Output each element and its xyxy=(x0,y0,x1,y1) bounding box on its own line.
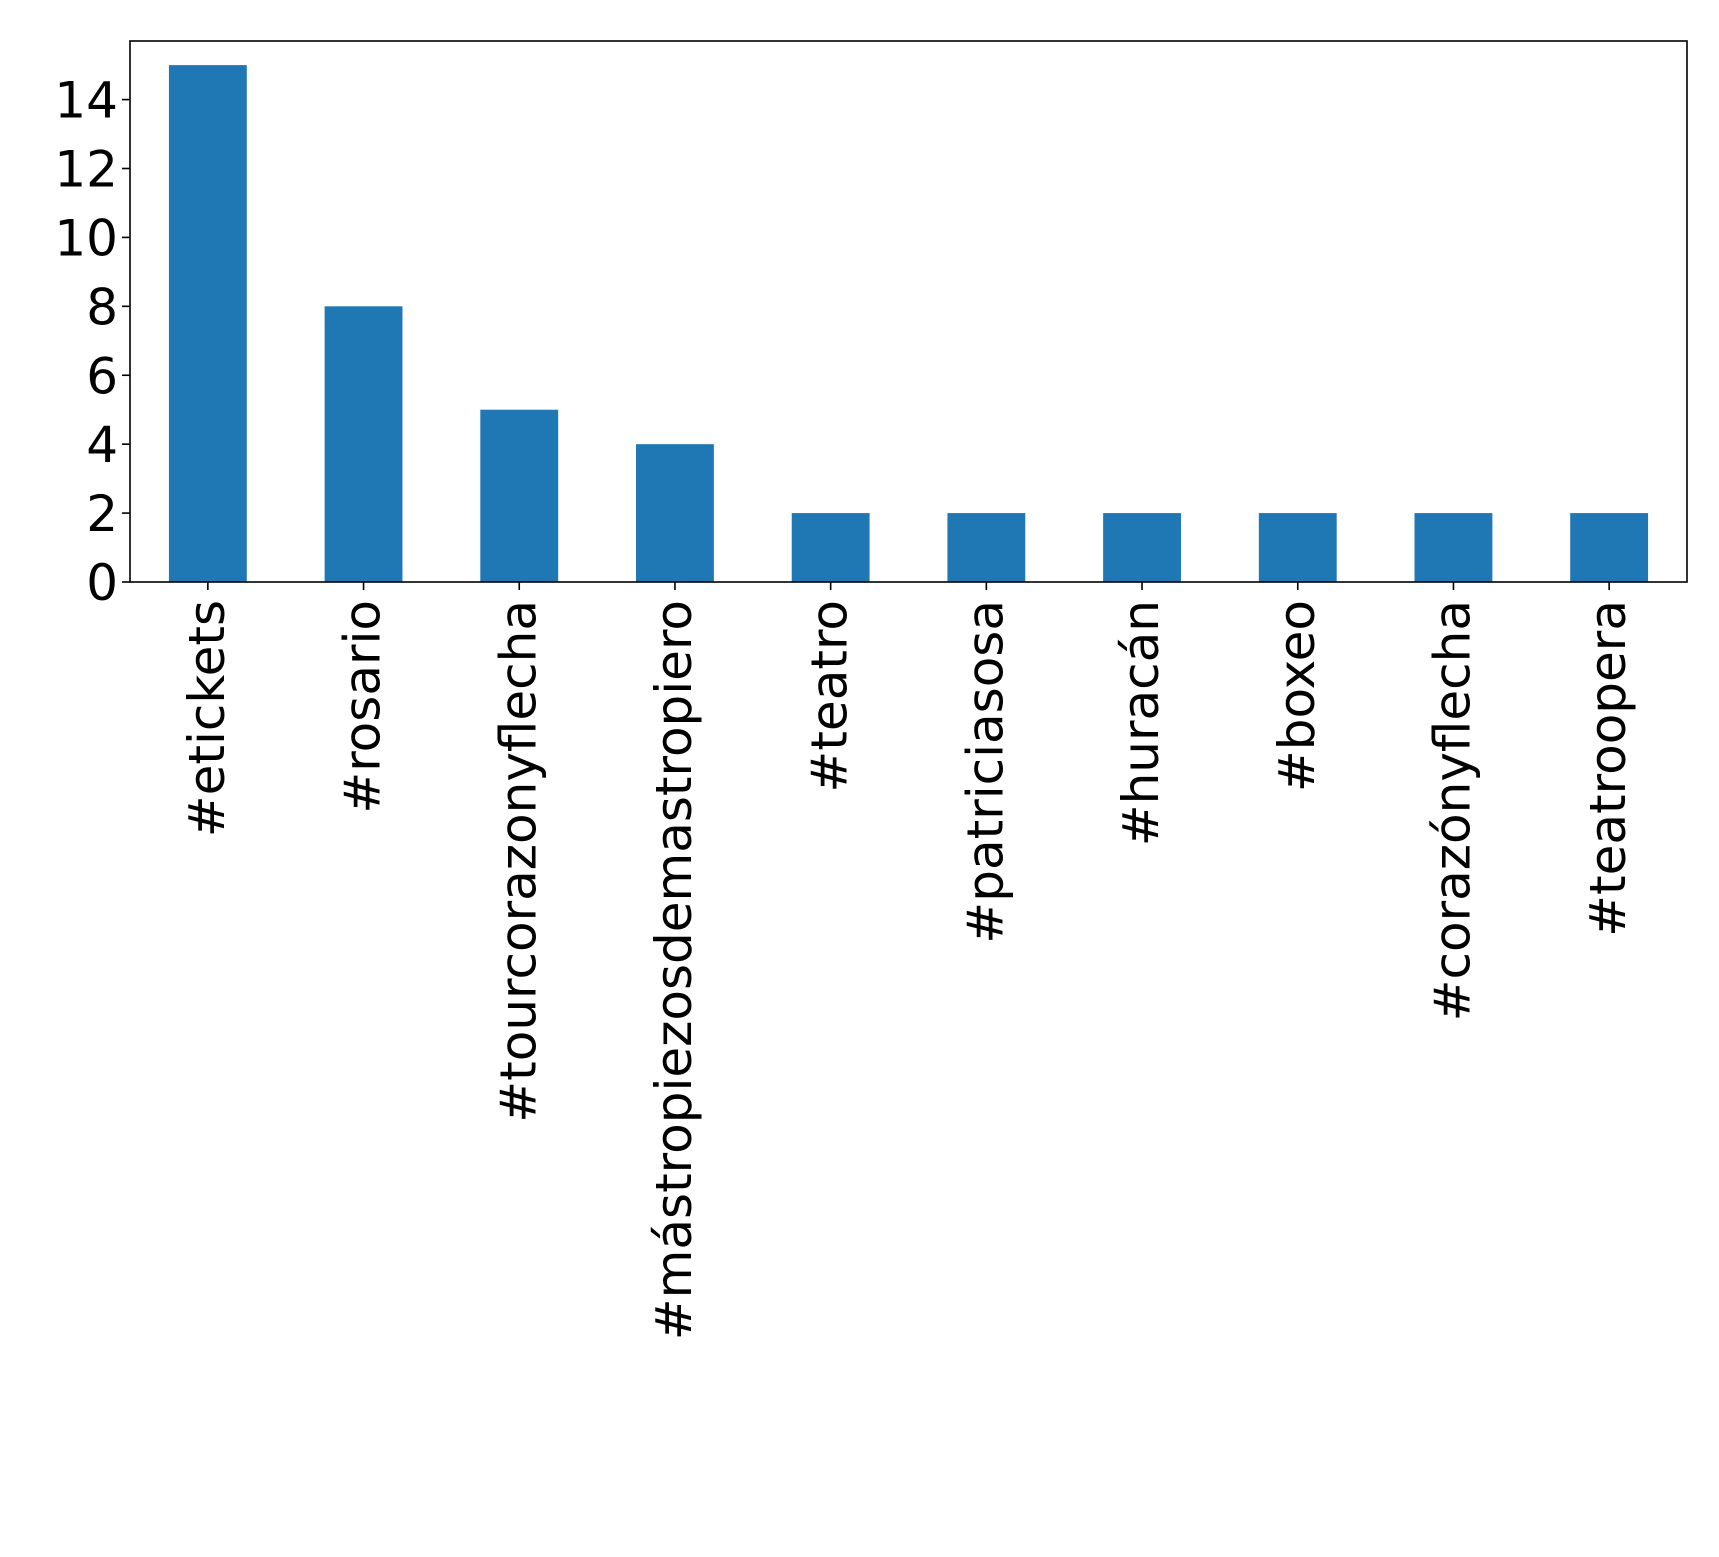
bar xyxy=(480,409,559,582)
y-tick-label: 4 xyxy=(86,416,118,474)
plot-frame xyxy=(129,40,1688,583)
x-tick-label: #patriciasosa xyxy=(956,600,1014,944)
labels-layer: #etickets #rosario #tourcorazonyflecha #más… xyxy=(54,72,1637,1341)
x-tick-label: #mástropiezosdemastropiero xyxy=(645,600,703,1340)
y-tick-label: 14 xyxy=(54,72,118,130)
x-tick-label: #huracán xyxy=(1112,600,1170,846)
bar xyxy=(324,306,403,582)
y-tick-label: 0 xyxy=(86,554,118,612)
bar xyxy=(1258,513,1337,582)
bar xyxy=(168,65,247,583)
x-tick-label: #corazónyflecha xyxy=(1423,600,1481,1021)
x-tick-label: #teatro xyxy=(801,600,859,793)
x-tick-label: #teatroopera xyxy=(1579,600,1637,937)
bar xyxy=(1103,513,1181,582)
y-tick-label: 10 xyxy=(54,209,118,267)
bar xyxy=(1570,513,1649,582)
bar xyxy=(791,513,870,582)
x-tick-label: #tourcorazonyflecha xyxy=(489,600,547,1123)
y-tick-label: 8 xyxy=(86,278,118,336)
bar xyxy=(636,444,714,582)
bar xyxy=(1414,513,1493,582)
ticks-layer xyxy=(122,98,1610,590)
bars-layer xyxy=(168,65,1649,583)
x-tick-label: #boxeo xyxy=(1268,600,1326,792)
x-tick-label: #etickets xyxy=(178,600,236,837)
x-tick-label: #rosario xyxy=(334,600,392,814)
y-tick-label: 2 xyxy=(86,485,118,543)
bar xyxy=(947,513,1026,582)
y-tick-label: 6 xyxy=(86,347,118,405)
y-tick-label: 12 xyxy=(54,141,118,199)
